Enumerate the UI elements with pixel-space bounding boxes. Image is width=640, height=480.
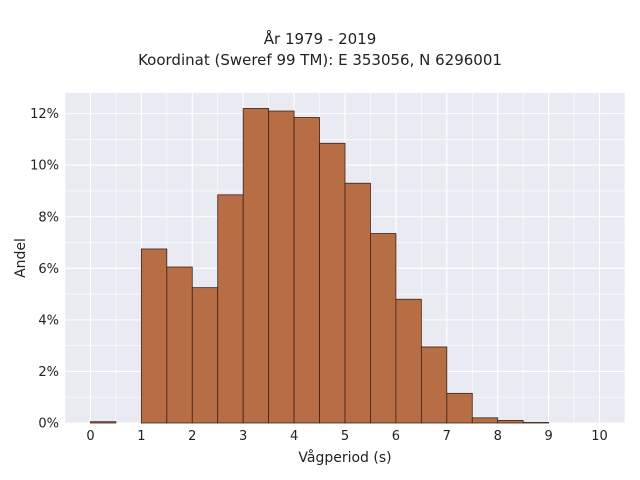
y-tick-label: 6%: [38, 262, 59, 277]
histogram-bar: [90, 421, 117, 424]
chart-title-line-2: Koordinat (Sweref 99 TM): E 353056, N 62…: [138, 51, 502, 69]
histogram-bar: [293, 117, 320, 424]
x-axis-label: Vågperiod (s): [298, 449, 391, 466]
histogram-bar: [268, 110, 295, 424]
x-tick-label: 9: [544, 429, 552, 444]
x-tick-label: 0: [86, 429, 94, 444]
x-tick-label: 7: [443, 429, 451, 444]
y-tick-label: 8%: [38, 210, 59, 225]
y-tick-label: 0%: [38, 417, 59, 432]
x-tick-label: 6: [392, 429, 400, 444]
histogram-bar: [191, 287, 219, 424]
histogram-bar: [217, 194, 244, 424]
histogram-bar: [497, 420, 524, 424]
y-tick-label: 10%: [30, 159, 59, 174]
x-tick-label: 1: [137, 429, 145, 444]
histogram-bar: [370, 233, 397, 424]
x-tick-label: 2: [188, 429, 196, 444]
x-axis-ticks: 0 1 2 3 4 5 6 7 8 9 10: [86, 429, 608, 444]
y-tick-label: 4%: [38, 313, 59, 328]
histogram-bar: [140, 248, 168, 424]
histogram-bar: [471, 417, 499, 424]
chart-title-line-1: År 1979 - 2019: [263, 30, 377, 48]
histogram-bar: [420, 346, 448, 424]
histogram-bar: [344, 182, 371, 424]
x-tick-label: 10: [591, 429, 608, 444]
histogram-bar: [166, 266, 193, 424]
y-tick-label: 2%: [38, 365, 59, 380]
y-tick-label: 12%: [30, 107, 59, 122]
x-tick-label: 5: [341, 429, 349, 444]
histogram-bar: [446, 392, 473, 424]
histogram-bar: [319, 142, 346, 424]
histogram-bar: [395, 298, 422, 424]
bars: [90, 108, 550, 424]
y-axis-ticks: 0% 2% 4% 6% 8% 10% 12%: [30, 107, 59, 431]
x-tick-label: 3: [239, 429, 247, 444]
histogram-bar: [522, 422, 550, 424]
x-tick-label: 4: [290, 429, 298, 444]
y-axis-label: Andel: [13, 238, 29, 278]
x-tick-label: 8: [494, 429, 502, 444]
histogram-bar: [242, 108, 270, 424]
